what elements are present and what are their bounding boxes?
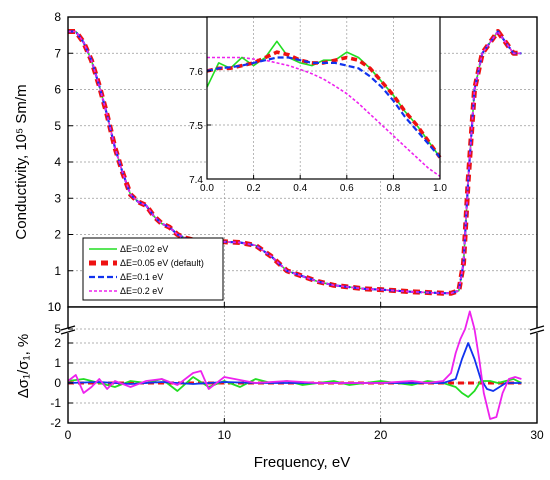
diff-y-tick-label-4: 2 bbox=[54, 336, 61, 350]
diff-plot-border bbox=[67, 306, 538, 424]
diff-y-tick-label-2: 0 bbox=[54, 376, 61, 390]
main-y-tick-label-6: 6 bbox=[54, 83, 61, 97]
inset-ticks: 0.0 0.2 0.4 0.6 0.8 1.0 7.4 7.5 7.6 bbox=[189, 67, 447, 194]
main-y-tick-label-4: 4 bbox=[54, 155, 61, 169]
main-y-tick-label-0: 0 bbox=[54, 300, 61, 314]
diff-series-3 bbox=[67, 310, 522, 420]
main-series-3 bbox=[68, 30, 522, 295]
axis-break-gap-1 bbox=[530, 328, 544, 333]
diff-y-tick-label-6: 10 bbox=[48, 300, 62, 314]
diff-y-tick-label-0: -2 bbox=[50, 416, 61, 430]
legend-box bbox=[82, 237, 224, 301]
legend-label-0: ΔE=0.02 eV bbox=[120, 244, 168, 254]
inset-x-tick-label-1: 0.2 bbox=[247, 183, 261, 194]
main-y-tick-label-7: 7 bbox=[54, 46, 61, 60]
inset-series-group bbox=[206, 40, 442, 177]
diff-series-group bbox=[67, 310, 522, 420]
inset-x-tick-label-5: 1.0 bbox=[433, 183, 447, 194]
inset-y-tick-label-1: 7.5 bbox=[189, 121, 203, 132]
axis-break-slash-a-0 bbox=[60, 325, 76, 331]
diff-y-tick-label-5: 5 bbox=[54, 322, 61, 336]
inset-y-tick-label-0: 7.4 bbox=[189, 175, 203, 186]
main-y-tick-label-5: 5 bbox=[54, 119, 61, 133]
main-y-tick-label-1: 1 bbox=[54, 264, 61, 278]
diff-grid bbox=[68, 307, 537, 423]
axis-break-slash-b-0 bbox=[60, 329, 76, 335]
inset-series-3 bbox=[207, 56, 441, 177]
inset-series-2 bbox=[206, 56, 441, 159]
main-y-axis-label: Conductivity, 10⁵ Sm/m bbox=[13, 84, 30, 239]
x-ticks: 0 10 20 30 bbox=[65, 302, 544, 442]
legend-label-3: ΔE=0.2 eV bbox=[120, 286, 163, 296]
main-y-tick-label-8: 8 bbox=[54, 10, 61, 24]
inset-x-tick-label-0: 0.0 bbox=[200, 183, 214, 194]
inset-x-tick-label-2: 0.4 bbox=[293, 183, 307, 194]
main-y-ticks: 0 1 2 3 4 5 6 7 8 bbox=[54, 10, 73, 314]
axis-break-gap-0 bbox=[61, 328, 75, 333]
inset-plot-area bbox=[207, 17, 440, 179]
diff-y-tick-label-1: -1 bbox=[50, 396, 61, 410]
x-tick-label-0: 0 bbox=[65, 428, 72, 442]
main-y-tick-label-3: 3 bbox=[54, 191, 61, 205]
inset-panel: 0.0 0.2 0.4 0.6 0.8 1.0 7.4 7.5 7.6 bbox=[189, 16, 447, 194]
diff-y-axis-label: Δσ₁/σ₁, % bbox=[15, 334, 32, 399]
inset-x-tick-label-4: 0.8 bbox=[386, 183, 400, 194]
inset-x-tick-label-3: 0.6 bbox=[340, 183, 354, 194]
x-tick-label-2: 20 bbox=[374, 428, 388, 442]
x-tick-label-3: 30 bbox=[530, 428, 544, 442]
legend-label-1: ΔE=0.05 eV (default) bbox=[120, 258, 204, 268]
inset-grid bbox=[207, 17, 440, 179]
diff-y-tick-label-3: 1 bbox=[54, 356, 61, 370]
axis-break-marks bbox=[60, 325, 545, 335]
main-y-tick-label-2: 2 bbox=[54, 228, 61, 242]
main-series-group bbox=[68, 29, 522, 296]
inset-y-tick-label-2: 7.6 bbox=[189, 67, 203, 78]
diff-series-2 bbox=[67, 342, 522, 392]
legend-label-2: ΔE=0.1 eV bbox=[120, 272, 163, 282]
legend: ΔE=0.02 eV ΔE=0.05 eV (default) ΔE=0.1 eV Δ… bbox=[82, 237, 224, 301]
axis-break-slash-b-1 bbox=[529, 329, 545, 335]
x-tick-label-1: 10 bbox=[218, 428, 232, 442]
x-axis-label: Frequency, eV bbox=[254, 454, 350, 471]
diff-plot-frame bbox=[68, 307, 537, 423]
inset-border bbox=[206, 16, 441, 180]
difference-panel: -2 -1 0 1 25 10 Δσ₁/σ₁, % bbox=[15, 300, 545, 430]
axis-break-slash-a-1 bbox=[529, 325, 545, 331]
diff-y-ticks: -2 -1 0 1 25 10 bbox=[48, 300, 73, 430]
